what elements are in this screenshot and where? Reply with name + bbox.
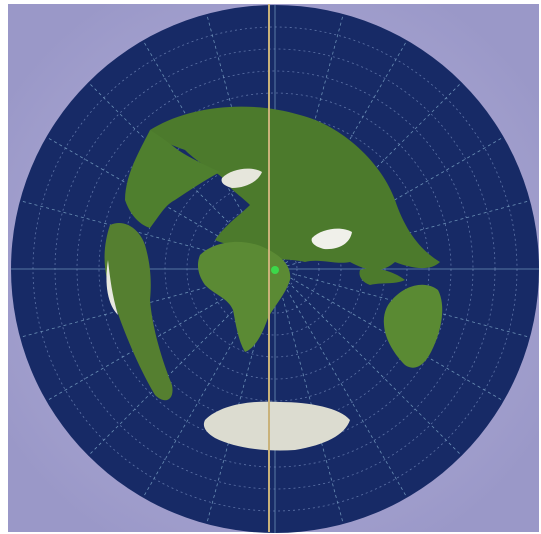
tibet-snow (311, 228, 352, 250)
greenland-ice (221, 168, 262, 188)
coastal-desert (106, 260, 118, 315)
continents (104, 106, 443, 451)
africa (197, 241, 291, 352)
eurasia (150, 106, 440, 270)
north-america (125, 130, 220, 228)
meridian (274, 268, 344, 525)
antarctica (203, 401, 350, 451)
islands (359, 268, 405, 285)
center-point (271, 266, 279, 274)
meridian (274, 268, 408, 498)
australia (383, 284, 443, 368)
south-america (104, 222, 173, 401)
meridian (274, 268, 462, 456)
